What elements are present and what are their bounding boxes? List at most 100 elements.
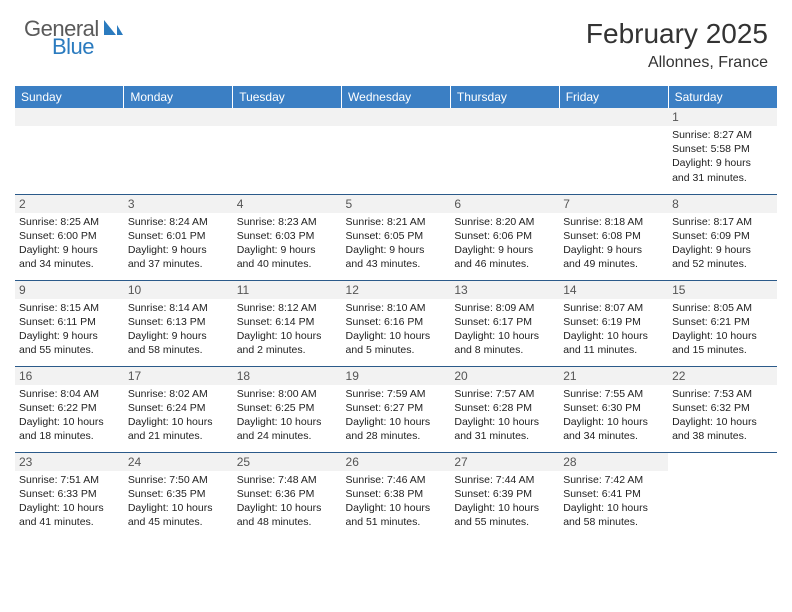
empty-daynum <box>233 108 342 126</box>
sunset-text: Sunset: 6:38 PM <box>346 487 447 501</box>
daylight-text: and 55 minutes. <box>454 515 555 529</box>
calendar-cell <box>342 108 451 194</box>
calendar-row: 9Sunrise: 8:15 AMSunset: 6:11 PMDaylight… <box>15 280 777 366</box>
day-number: 24 <box>124 453 233 471</box>
calendar-cell: 9Sunrise: 8:15 AMSunset: 6:11 PMDaylight… <box>15 280 124 366</box>
day-header: Sunday <box>15 86 124 108</box>
sunset-text: Sunset: 6:21 PM <box>672 315 773 329</box>
daylight-text: Daylight: 9 hours <box>672 156 773 170</box>
daylight-text: Daylight: 10 hours <box>672 329 773 343</box>
daylight-text: Daylight: 9 hours <box>19 243 120 257</box>
sunset-text: Sunset: 6:30 PM <box>563 401 664 415</box>
daylight-text: Daylight: 10 hours <box>19 415 120 429</box>
day-details: Sunrise: 8:12 AMSunset: 6:14 PMDaylight:… <box>233 299 342 362</box>
daylight-text: Daylight: 9 hours <box>563 243 664 257</box>
day-number: 9 <box>15 281 124 299</box>
sunrise-text: Sunrise: 8:09 AM <box>454 301 555 315</box>
sunrise-text: Sunrise: 8:27 AM <box>672 128 773 142</box>
sunrise-text: Sunrise: 8:20 AM <box>454 215 555 229</box>
day-number: 4 <box>233 195 342 213</box>
day-number: 16 <box>15 367 124 385</box>
sunset-text: Sunset: 6:39 PM <box>454 487 555 501</box>
empty-daynum <box>124 108 233 126</box>
day-number: 15 <box>668 281 777 299</box>
daylight-text: and 49 minutes. <box>563 257 664 271</box>
calendar-row: 16Sunrise: 8:04 AMSunset: 6:22 PMDayligh… <box>15 366 777 452</box>
empty-daynum <box>342 108 451 126</box>
calendar-table: Sunday Monday Tuesday Wednesday Thursday… <box>15 86 777 538</box>
empty-daynum <box>559 108 668 126</box>
day-number: 11 <box>233 281 342 299</box>
calendar-cell: 5Sunrise: 8:21 AMSunset: 6:05 PMDaylight… <box>342 194 451 280</box>
sunrise-text: Sunrise: 7:51 AM <box>19 473 120 487</box>
daylight-text: and 2 minutes. <box>237 343 338 357</box>
sunset-text: Sunset: 6:24 PM <box>128 401 229 415</box>
day-details: Sunrise: 8:18 AMSunset: 6:08 PMDaylight:… <box>559 213 668 276</box>
calendar-cell: 10Sunrise: 8:14 AMSunset: 6:13 PMDayligh… <box>124 280 233 366</box>
daylight-text: and 34 minutes. <box>563 429 664 443</box>
day-header: Saturday <box>668 86 777 108</box>
daylight-text: Daylight: 10 hours <box>346 415 447 429</box>
sunrise-text: Sunrise: 7:50 AM <box>128 473 229 487</box>
calendar-cell: 11Sunrise: 8:12 AMSunset: 6:14 PMDayligh… <box>233 280 342 366</box>
day-number: 12 <box>342 281 451 299</box>
empty-daynum <box>450 108 559 126</box>
sunrise-text: Sunrise: 8:05 AM <box>672 301 773 315</box>
daylight-text: and 21 minutes. <box>128 429 229 443</box>
calendar-cell: 28Sunrise: 7:42 AMSunset: 6:41 PMDayligh… <box>559 452 668 538</box>
sunrise-text: Sunrise: 7:59 AM <box>346 387 447 401</box>
daylight-text: Daylight: 10 hours <box>563 329 664 343</box>
sunrise-text: Sunrise: 8:23 AM <box>237 215 338 229</box>
day-details: Sunrise: 7:50 AMSunset: 6:35 PMDaylight:… <box>124 471 233 534</box>
day-number: 28 <box>559 453 668 471</box>
daylight-text: and 37 minutes. <box>128 257 229 271</box>
day-number: 2 <box>15 195 124 213</box>
calendar-row: 2Sunrise: 8:25 AMSunset: 6:00 PMDaylight… <box>15 194 777 280</box>
calendar-cell: 1Sunrise: 8:27 AMSunset: 5:58 PMDaylight… <box>668 108 777 194</box>
sunrise-text: Sunrise: 8:18 AM <box>563 215 664 229</box>
day-details: Sunrise: 7:51 AMSunset: 6:33 PMDaylight:… <box>15 471 124 534</box>
day-details: Sunrise: 7:59 AMSunset: 6:27 PMDaylight:… <box>342 385 451 448</box>
day-details: Sunrise: 8:20 AMSunset: 6:06 PMDaylight:… <box>450 213 559 276</box>
calendar-cell: 17 Sunrise: 8:02 AMSunset: 6:24 PMDayligh… <box>124 366 233 452</box>
calendar-cell: 7Sunrise: 8:18 AMSunset: 6:08 PMDaylight… <box>559 194 668 280</box>
daylight-text: and 48 minutes. <box>237 515 338 529</box>
daylight-text: and 34 minutes. <box>19 257 120 271</box>
sunset-text: Sunset: 6:14 PM <box>237 315 338 329</box>
sunrise-text: Sunrise: 7:42 AM <box>563 473 664 487</box>
sunrise-text: Sunrise: 7:53 AM <box>672 387 773 401</box>
page-title: February 2025 <box>586 18 768 50</box>
day-number: 13 <box>450 281 559 299</box>
calendar-cell: 16Sunrise: 8:04 AMSunset: 6:22 PMDayligh… <box>15 366 124 452</box>
day-details: Sunrise: 7:42 AMSunset: 6:41 PMDaylight:… <box>559 471 668 534</box>
daylight-text: Daylight: 9 hours <box>237 243 338 257</box>
calendar-cell: 2Sunrise: 8:25 AMSunset: 6:00 PMDaylight… <box>15 194 124 280</box>
daylight-text: and 58 minutes. <box>128 343 229 357</box>
sunrise-text: Sunrise: 8:04 AM <box>19 387 120 401</box>
calendar-cell: 14Sunrise: 8:07 AMSunset: 6:19 PMDayligh… <box>559 280 668 366</box>
day-details: Sunrise: 7:53 AMSunset: 6:32 PMDaylight:… <box>668 385 777 448</box>
calendar-cell: 26Sunrise: 7:46 AMSunset: 6:38 PMDayligh… <box>342 452 451 538</box>
title-block: February 2025 Allonnes, France <box>586 18 768 72</box>
sunset-text: Sunset: 6:36 PM <box>237 487 338 501</box>
daylight-text: Daylight: 10 hours <box>346 501 447 515</box>
calendar-cell: 27Sunrise: 7:44 AMSunset: 6:39 PMDayligh… <box>450 452 559 538</box>
sunset-text: Sunset: 6:16 PM <box>346 315 447 329</box>
daylight-text: Daylight: 10 hours <box>128 415 229 429</box>
daylight-text: and 5 minutes. <box>346 343 447 357</box>
calendar-cell: 19Sunrise: 7:59 AMSunset: 6:27 PMDayligh… <box>342 366 451 452</box>
day-details: Sunrise: 8:15 AMSunset: 6:11 PMDaylight:… <box>15 299 124 362</box>
sunrise-text: Sunrise: 7:46 AM <box>346 473 447 487</box>
day-details: Sunrise: 8:07 AMSunset: 6:19 PMDaylight:… <box>559 299 668 362</box>
day-number: 17 <box>124 367 233 385</box>
daylight-text: Daylight: 9 hours <box>128 329 229 343</box>
day-number: 27 <box>450 453 559 471</box>
day-details: Sunrise: 8:27 AMSunset: 5:58 PMDaylight:… <box>668 126 777 189</box>
sunrise-text: Sunrise: 8:02 AM <box>128 387 229 401</box>
sunset-text: Sunset: 6:00 PM <box>19 229 120 243</box>
calendar-cell: 3Sunrise: 8:24 AMSunset: 6:01 PMDaylight… <box>124 194 233 280</box>
sunset-text: Sunset: 6:32 PM <box>672 401 773 415</box>
day-number: 3 <box>124 195 233 213</box>
day-details: Sunrise: 8:14 AMSunset: 6:13 PMDaylight:… <box>124 299 233 362</box>
daylight-text: and 52 minutes. <box>672 257 773 271</box>
